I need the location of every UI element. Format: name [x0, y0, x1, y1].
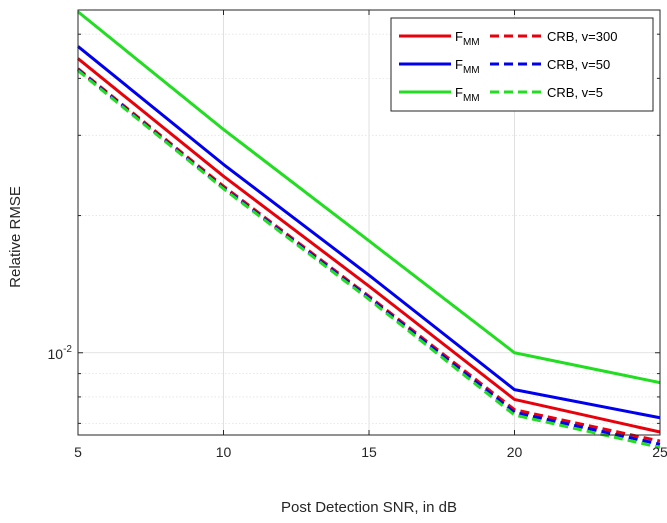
fmm-line-v50 — [77, 45, 661, 420]
legend-fmm-label: FMM — [455, 57, 480, 76]
legend-crb-label: CRB, v=5 — [547, 85, 603, 100]
legend: FMM CRB, v=300 FMM CRB, v=50 FMM CRB, v=5 — [390, 17, 654, 112]
fmm-line-v300 — [77, 57, 661, 434]
y-axis-label: Relative RMSE — [7, 186, 24, 288]
crb-line-v5 — [77, 69, 661, 449]
legend-fmm-label: FMM — [455, 29, 480, 48]
legend-fmm-label: FMM — [455, 85, 480, 104]
y-tick-label: 10-2 — [48, 344, 73, 362]
x-tick-label: 25 — [652, 444, 667, 460]
fmm-line-v5 — [77, 10, 661, 385]
series-lines — [77, 10, 661, 449]
x-tick-label: 10 — [216, 444, 232, 460]
x-axis-label: Post Detection SNR, in dB — [281, 499, 457, 516]
axis-ticks: 5 10 15 20 25 10-2 — [48, 10, 667, 460]
x-tick-label: 20 — [507, 444, 523, 460]
x-tick-label: 15 — [361, 444, 377, 460]
legend-crb-label: CRB, v=50 — [547, 57, 610, 72]
legend-crb-label: CRB, v=300 — [547, 29, 617, 44]
x-tick-label: 5 — [74, 444, 82, 460]
